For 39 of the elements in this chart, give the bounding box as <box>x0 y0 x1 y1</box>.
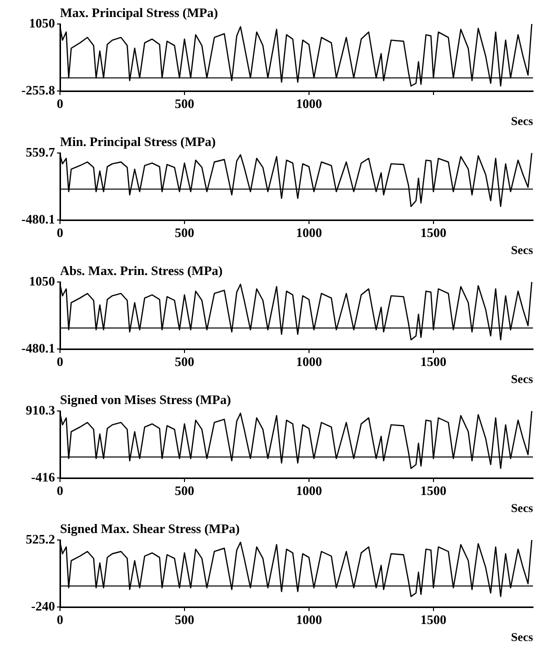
y-tick-label: 559.7 <box>26 144 56 160</box>
x-axis-title: Secs <box>511 630 534 644</box>
x-tick-label: 0 <box>56 96 64 112</box>
x-axis-title: Secs <box>511 372 534 386</box>
y-tick-label: -480.1 <box>21 211 55 226</box>
chart-title: Min. Principal Stress (MPa) <box>60 134 216 149</box>
x-tick-label: 1000 <box>296 612 322 628</box>
y-tick-label: 910.3 <box>26 402 56 418</box>
x-tick-label: 1000 <box>296 225 322 240</box>
x-tick-label: 0 <box>56 483 64 498</box>
x-tick-label: 0 <box>56 612 64 628</box>
x-tick-label: 1500 <box>420 225 446 240</box>
y-tick-label: 525.2 <box>26 531 55 546</box>
x-tick-label: 1000 <box>296 483 322 498</box>
chart-title: Max. Principal Stress (MPa) <box>60 5 218 20</box>
x-tick-label: 1500 <box>420 483 446 498</box>
x-tick-label: 500 <box>174 612 194 628</box>
y-tick-label: -240 <box>31 598 55 614</box>
x-axis-title: Secs <box>511 500 534 515</box>
x-tick-label: 1500 <box>420 354 446 370</box>
x-tick-label: 0 <box>56 225 64 240</box>
x-tick-label: 1000 <box>296 354 322 370</box>
y-tick-label: 1050 <box>29 273 55 288</box>
y-tick-label: 1050 <box>29 15 55 30</box>
x-tick-label: 0 <box>56 354 64 370</box>
chart-title: Signed Max. Shear Stress (MPa) <box>60 521 240 536</box>
x-tick-label: 500 <box>174 96 194 112</box>
x-axis-title: Secs <box>511 114 534 128</box>
x-tick-label: 1000 <box>296 96 322 112</box>
x-tick-label: 500 <box>174 225 194 240</box>
chart-title: Abs. Max. Prin. Stress (MPa) <box>60 263 223 278</box>
x-tick-label: 500 <box>174 354 194 370</box>
chart-title: Signed von Mises Stress (MPa) <box>60 392 231 407</box>
x-axis-title: Secs <box>511 242 534 257</box>
y-tick-label: -255.8 <box>21 82 56 98</box>
y-tick-label: -480.1 <box>21 340 55 356</box>
x-tick-label: 500 <box>174 483 194 498</box>
y-tick-label: -416 <box>31 469 56 484</box>
x-tick-label: 1500 <box>420 612 446 628</box>
